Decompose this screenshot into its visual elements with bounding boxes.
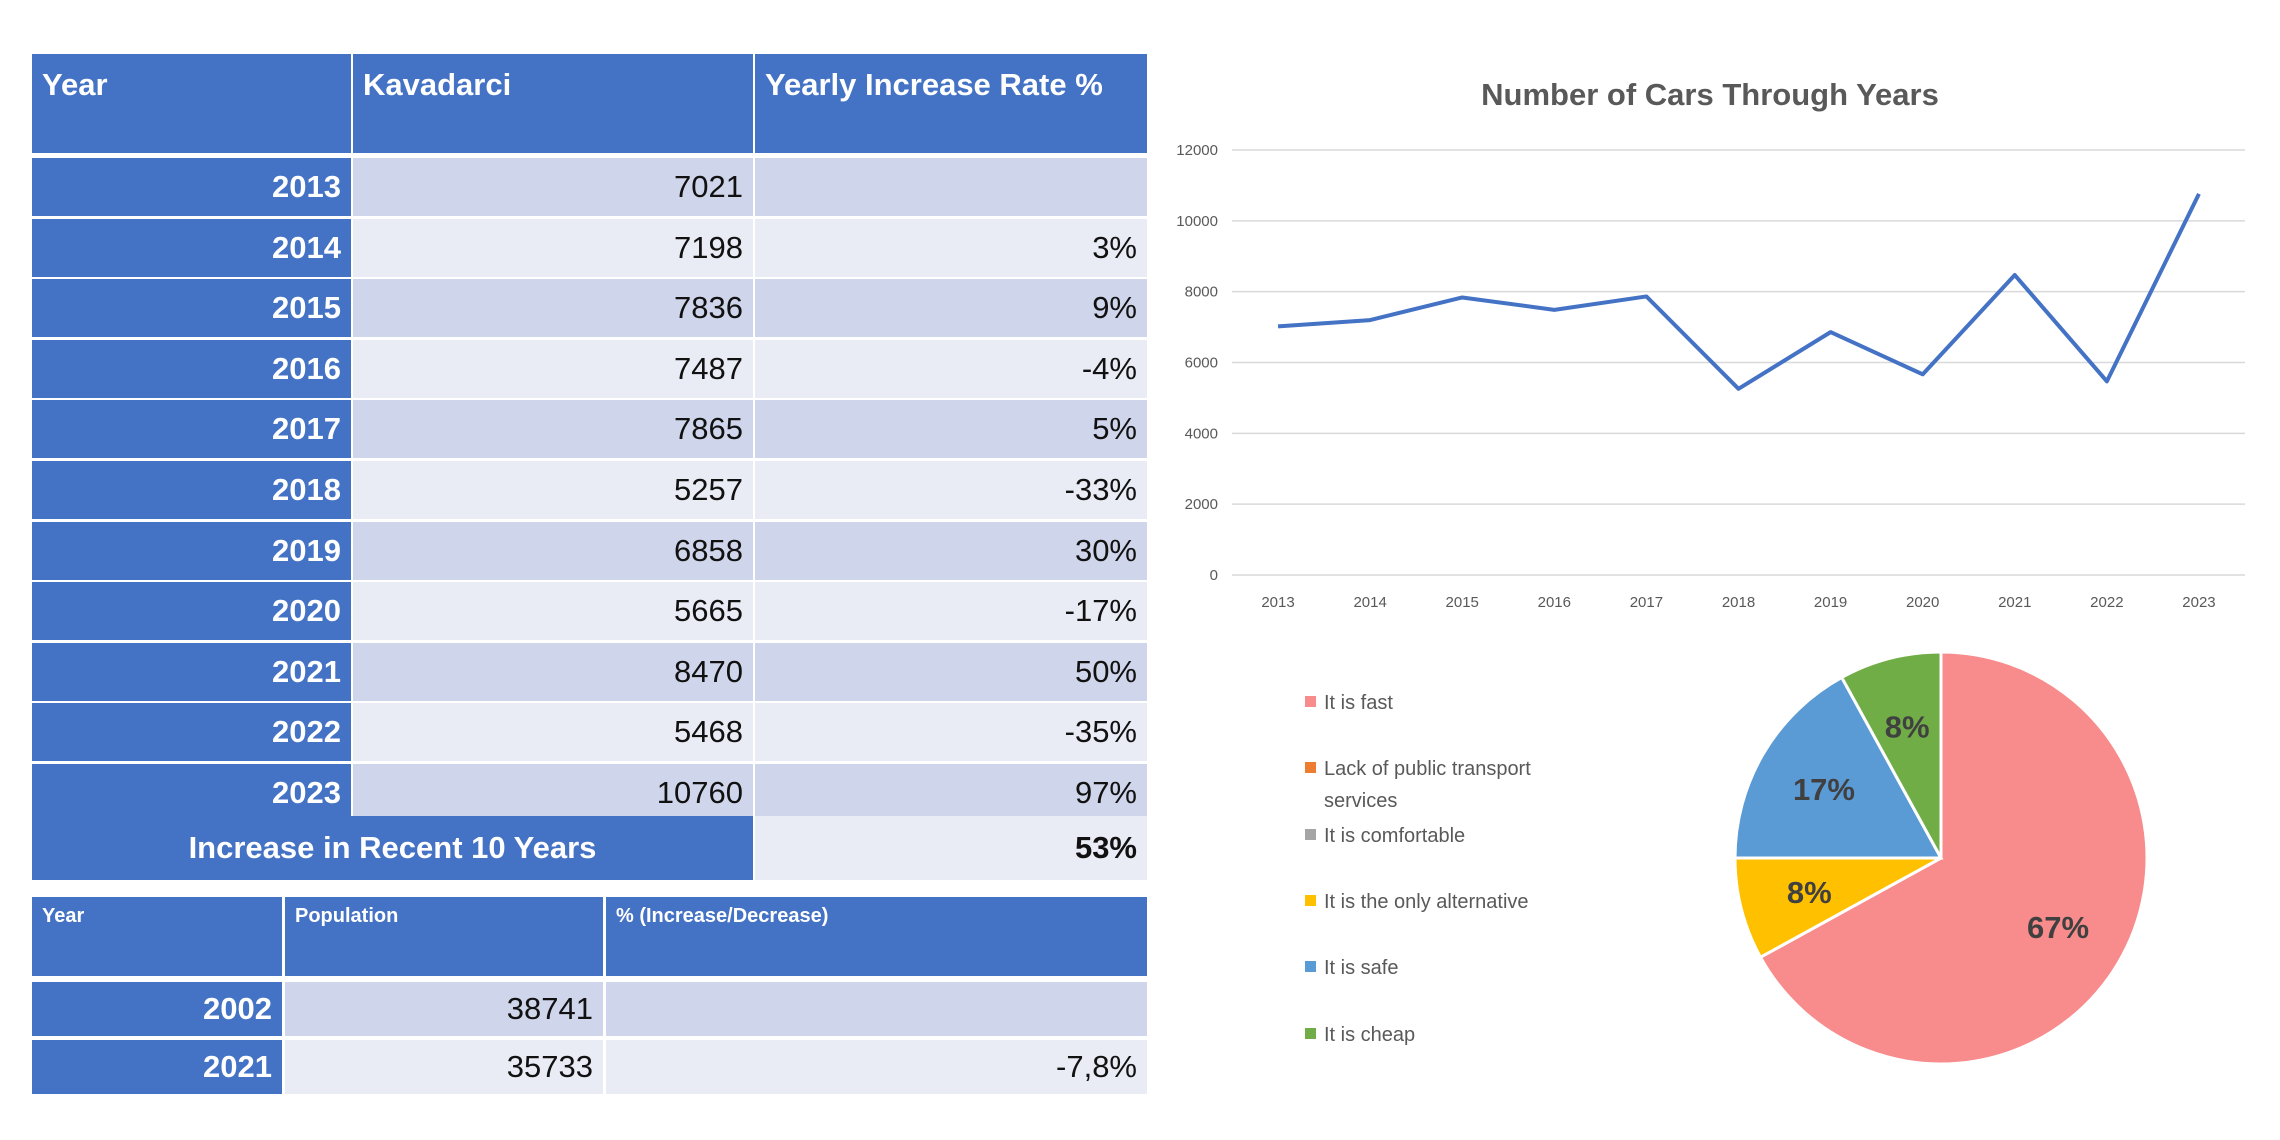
row-rate: 5% <box>755 400 1147 459</box>
x-tick-label: 2016 <box>1538 594 1571 611</box>
legend-label: Lack of public transport services <box>1324 758 1531 812</box>
header-cell: Year <box>32 897 282 976</box>
row-cars: 5468 <box>353 703 753 762</box>
x-tick-label: 2014 <box>1353 594 1386 611</box>
row-rate: 30% <box>755 521 1147 580</box>
row-rate: 3% <box>755 218 1147 277</box>
legend-swatch <box>1305 762 1316 774</box>
row-change: -7,8% <box>606 1040 1147 1094</box>
row-year: 2015 <box>32 279 351 338</box>
legend-swatch <box>1305 961 1316 973</box>
row-rate <box>755 158 1147 216</box>
row-year: 2023 <box>32 764 351 822</box>
y-tick-label: 4000 <box>1185 425 1218 442</box>
row-change <box>606 982 1147 1036</box>
line-series-cars <box>1277 193 2201 391</box>
pie-data-label: 67% <box>2027 910 2089 945</box>
header-cell: Population <box>285 897 603 976</box>
x-tick-label: 2019 <box>1814 594 1847 611</box>
x-tick-label: 2020 <box>1906 594 1939 611</box>
legend-label: It is the only alternative <box>1324 891 1529 913</box>
pie-slice-it-is-fast <box>1758 650 2149 1066</box>
legend-swatch <box>1305 1028 1316 1040</box>
row-year: 2018 <box>32 461 351 519</box>
row-year: 2014 <box>32 218 351 277</box>
row-cars: 6858 <box>353 521 753 580</box>
x-tick-label: 2018 <box>1722 594 1755 611</box>
legend-item: Lack of public transport services <box>1305 753 1584 817</box>
legend-swatch <box>1305 696 1316 708</box>
row-rate: -33% <box>755 461 1147 519</box>
legend-label: It is safe <box>1324 957 1399 979</box>
row-cars: 5257 <box>353 461 753 519</box>
header-cell: Year <box>32 54 351 153</box>
row-population: 38741 <box>285 982 603 1036</box>
header-cell: % (Increase/Decrease) <box>606 897 1147 976</box>
row-year: 2017 <box>32 400 351 459</box>
row-rate: -17% <box>755 582 1147 641</box>
x-tick-label: 2023 <box>2182 594 2215 611</box>
row-population: 35733 <box>285 1040 603 1094</box>
y-tick-label: 12000 <box>1176 142 1218 159</box>
summary-label: Increase in Recent 10 Years <box>32 816 753 880</box>
row-year: 2016 <box>32 339 351 398</box>
row-cars: 7021 <box>353 158 753 216</box>
legend-item: It is comfortable <box>1305 820 1584 852</box>
row-rate: 50% <box>755 642 1147 701</box>
x-tick-label: 2017 <box>1630 594 1663 611</box>
legend-item: It is the only alternative <box>1305 886 1584 918</box>
row-cars: 5665 <box>353 582 753 641</box>
row-rate: 9% <box>755 279 1147 338</box>
y-tick-label: 0 <box>1210 567 1218 584</box>
legend-label: It is comfortable <box>1324 825 1466 847</box>
row-rate: 97% <box>755 764 1147 822</box>
row-year: 2022 <box>32 703 351 762</box>
row-year: 2013 <box>32 158 351 216</box>
row-cars: 7836 <box>353 279 753 338</box>
row-year: 2021 <box>32 642 351 701</box>
row-cars: 7865 <box>353 400 753 459</box>
header-cell: Yearly Increase Rate % <box>755 54 1147 153</box>
x-tick-label: 2021 <box>1998 594 2031 611</box>
legend-label: It is fast <box>1324 692 1393 714</box>
legend-swatch <box>1305 829 1316 841</box>
row-year: 2019 <box>32 521 351 580</box>
pie-data-label: 8% <box>1787 875 1832 910</box>
y-tick-label: 10000 <box>1176 213 1218 230</box>
row-rate: -35% <box>755 703 1147 762</box>
row-year: 2021 <box>32 1040 282 1094</box>
y-tick-label: 6000 <box>1185 355 1218 372</box>
legend-item: It is safe <box>1305 952 1584 984</box>
pie-data-label: 17% <box>1793 772 1855 807</box>
summary-value: 53% <box>755 816 1147 880</box>
row-cars: 7487 <box>353 339 753 398</box>
line-chart-title: Number of Cars Through Years <box>1481 77 1939 112</box>
x-tick-label: 2022 <box>2090 594 2123 611</box>
x-tick-label: 2015 <box>1446 594 1479 611</box>
pie-data-label: 8% <box>1885 709 1930 744</box>
row-cars: 7198 <box>353 218 753 277</box>
row-year: 2002 <box>32 982 282 1036</box>
row-rate: -4% <box>755 339 1147 398</box>
pie-slice-it-is-safe <box>1733 675 1944 860</box>
x-tick-label: 2013 <box>1261 594 1294 611</box>
row-cars: 8470 <box>353 642 753 701</box>
legend-item: It is cheap <box>1305 1019 1584 1051</box>
y-tick-label: 2000 <box>1185 496 1218 513</box>
row-year: 2020 <box>32 582 351 641</box>
y-tick-label: 8000 <box>1185 284 1218 301</box>
legend-label: It is cheap <box>1324 1024 1416 1046</box>
header-cell: Kavadarci <box>353 54 753 153</box>
row-cars: 10760 <box>353 764 753 822</box>
pie-slice-it-is-the-only-alternative <box>1733 856 1942 960</box>
pie-slice-it-is-cheap <box>1839 650 1943 859</box>
legend-swatch <box>1305 895 1316 907</box>
legend-item: It is fast <box>1305 687 1584 719</box>
